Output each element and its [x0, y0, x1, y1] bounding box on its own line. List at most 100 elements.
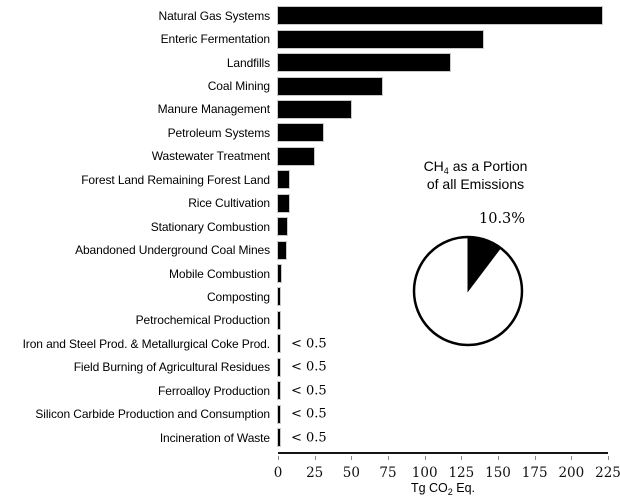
axis-tick [278, 456, 279, 460]
pie-percentage-label: 10.3% [479, 211, 526, 227]
axis-tick-label: 100 [411, 465, 438, 481]
axis-tick-label: 200 [558, 465, 585, 481]
bar [277, 428, 281, 448]
bar-value-annotation: < 0.5 [291, 406, 327, 422]
bar [277, 404, 281, 424]
bar-value-annotation: < 0.5 [291, 430, 327, 446]
bar [277, 146, 315, 166]
axis-tick-label: 125 [448, 465, 475, 481]
bar-track: < 0.5 [277, 357, 608, 377]
bar-row: Enteric Fermentation [0, 27, 608, 50]
bar-track [276, 6, 608, 26]
bar-track [277, 99, 608, 119]
axis-tick [461, 456, 463, 460]
category-label: Mobile Combustion [168, 266, 270, 281]
x-axis-title-pre: Tg CO [410, 481, 448, 495]
axis-tick-label: 0 [273, 465, 283, 481]
bar [277, 357, 281, 377]
bar-row: Manure Management [0, 98, 608, 121]
bar [276, 170, 291, 190]
pie-title-line1-post: as a Portion [448, 158, 528, 174]
bar-row: Abandoned Underground Coal Mines [0, 238, 608, 261]
bar-row: Wastewater Treatment [0, 145, 608, 168]
bar [277, 193, 290, 213]
bar-track [276, 29, 608, 49]
axis-tick [534, 456, 536, 460]
pie-chart [412, 235, 524, 347]
axis-tick [571, 456, 573, 460]
bar-row: Field Burning of Agricultural Residues < … [0, 356, 608, 379]
bar-row: Silicon Carbide Production and Consumpti… [0, 402, 608, 425]
bar [276, 76, 384, 96]
pie-title: CH4 as a Portion of all Emissions [398, 157, 553, 193]
bar [277, 310, 281, 330]
bar-track: < 0.5 [277, 381, 608, 401]
bar-track [276, 217, 608, 237]
bar [277, 381, 281, 401]
bar [276, 53, 452, 73]
bar-track [276, 76, 608, 96]
x-axis-title: Tg CO2 Eq. [278, 481, 608, 497]
pie-wedge [467, 236, 502, 293]
axis-tick-label: 25 [306, 465, 324, 481]
pie-title-line1-sub: 4 [443, 166, 449, 176]
axis-tick [388, 456, 389, 460]
bar-row: Incineration of Waste < 0.5 [0, 426, 608, 449]
axis-tick-label: 225 [595, 465, 620, 481]
category-label: Forest Land Remaining Forest Land [81, 172, 270, 187]
bar-track [276, 53, 608, 73]
bar [276, 123, 325, 143]
bar-track: < 0.5 [277, 404, 608, 424]
bar [277, 264, 282, 284]
axis-tick [351, 456, 353, 460]
category-label: Ferroalloy Production [158, 383, 270, 398]
bar-row: Composting [0, 285, 608, 308]
bar-row: Petrochemical Production [0, 309, 608, 332]
bar [276, 240, 288, 260]
bar-rows: Natural Gas Systems Enteric Fermentation L… [0, 4, 608, 449]
axis-tick-label: 175 [521, 465, 548, 481]
x-axis: Tg CO2 Eq. 0 25 50 75 100 125 150 175 200 225 [274, 452, 620, 497]
category-label: Incineration of Waste [159, 430, 270, 445]
category-label: Abandoned Underground Coal Mines [75, 243, 270, 258]
category-label: Field Burning of Agricultural Residues [73, 360, 270, 375]
axis-tick-label: 50 [342, 465, 360, 481]
bar-row: Petroleum Systems [0, 121, 608, 144]
category-label: Coal Mining [207, 79, 270, 94]
category-label: Wastewater Treatment [151, 149, 270, 164]
bar-track [277, 146, 608, 166]
pie-title-line1-pre: CH [423, 158, 444, 174]
bar-track: < 0.5 [277, 334, 608, 354]
axis-tick-label: 75 [379, 465, 397, 481]
bar-track [276, 170, 608, 190]
axis-tick [498, 456, 499, 460]
bar-row: Rice Cultivation [0, 192, 608, 215]
category-label: Rice Cultivation [188, 196, 270, 211]
bar-track [277, 193, 608, 213]
bar-row: Iron and Steel Prod. & Metallurgical Cok… [0, 332, 608, 355]
bar [277, 99, 352, 119]
category-label: Petrochemical Production [135, 313, 270, 328]
bar-value-annotation: < 0.5 [291, 359, 327, 375]
bar-row: Natural Gas Systems [0, 4, 608, 27]
category-label: Silicon Carbide Production and Consumpti… [35, 407, 270, 422]
bar [276, 287, 282, 307]
axis-tick [314, 456, 316, 460]
bar-track: < 0.5 [277, 428, 608, 448]
category-label: Composting [206, 289, 270, 304]
bar [276, 217, 289, 237]
bar-track [276, 123, 608, 143]
category-label: Natural Gas Systems [158, 8, 271, 23]
category-label: Landfills [226, 55, 270, 70]
bar-row: Mobile Combustion [0, 262, 608, 285]
axis-tick-label: 150 [485, 465, 511, 481]
bar-row: Landfills [0, 51, 608, 74]
bar-row: Stationary Combustion [0, 215, 608, 238]
bar-row: Forest Land Remaining Forest Land [0, 168, 608, 191]
axis-tick [424, 456, 426, 460]
bar-value-annotation: < 0.5 [291, 383, 327, 399]
category-label: Iron and Steel Prod. & Metallurgical Cok… [22, 336, 271, 351]
x-axis-title-sub: 2 [447, 487, 453, 497]
pie-inset: CH4 as a Portion of all Emissions 10.3% [398, 157, 553, 357]
